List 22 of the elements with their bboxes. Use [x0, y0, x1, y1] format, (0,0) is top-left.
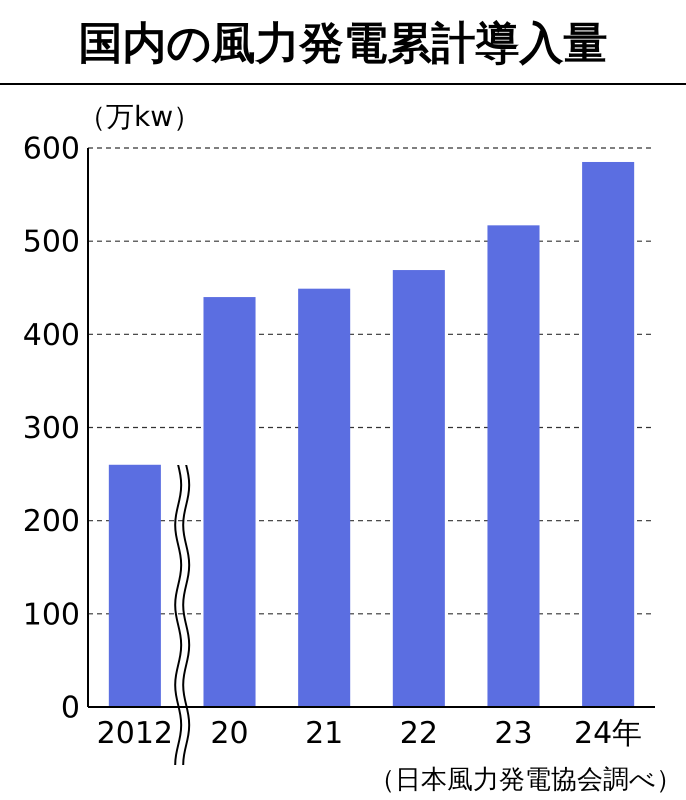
bar: [582, 162, 634, 707]
x-tick-label: 2012: [96, 716, 174, 751]
bar: [298, 288, 350, 707]
x-tick-label: 22: [400, 716, 438, 751]
y-tick-label: 400: [22, 318, 80, 353]
bar: [487, 225, 540, 707]
y-tick-label: 0: [60, 690, 80, 726]
y-tick-label: 600: [22, 132, 80, 166]
y-axis-title: （万kw）: [78, 100, 202, 133]
y-tick-label: 100: [22, 597, 80, 632]
y-tick-label: 300: [22, 411, 80, 446]
y-tick-label: 500: [22, 224, 80, 260]
x-tick-label: 21: [305, 716, 344, 751]
chart-title: 国内の風力発電累計導入量: [78, 18, 608, 69]
y-tick-label: 200: [22, 504, 80, 540]
x-tick-label: 23: [494, 716, 533, 751]
bar: [203, 297, 256, 707]
bar: [392, 270, 445, 707]
x-tick-label: 24年: [574, 716, 642, 751]
text: （日本風力発電協会調べ）: [369, 765, 682, 795]
x-tick-label: 20: [210, 716, 249, 751]
bar: [108, 464, 161, 707]
